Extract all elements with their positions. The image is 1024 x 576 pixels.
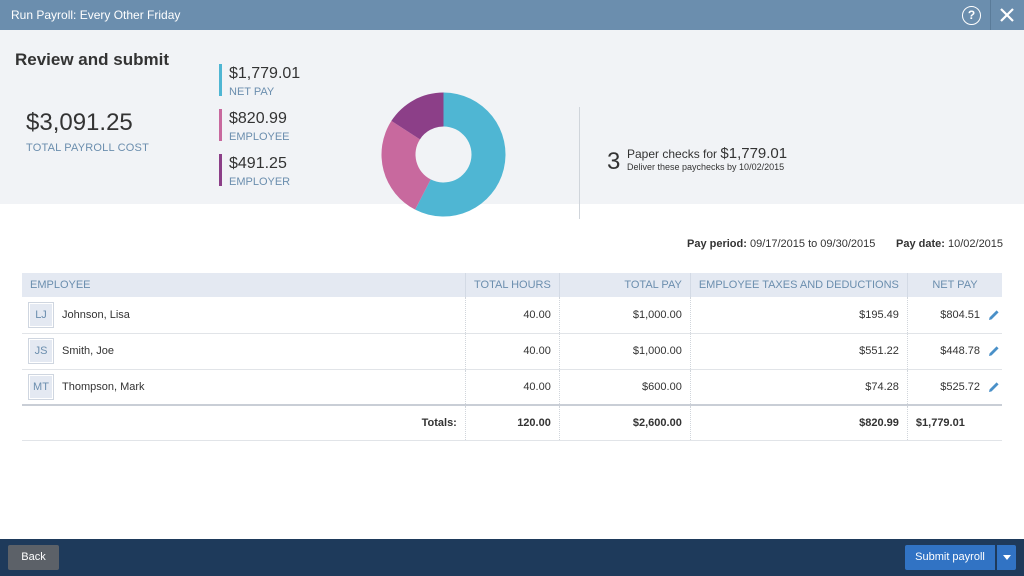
header-net-pay[interactable]: NET PAY <box>907 273 1002 297</box>
legend-employer: $491.25 EMPLOYER <box>219 154 339 188</box>
footer-bar: Back Submit payroll <box>0 539 1024 576</box>
legend-net-pay-swatch <box>219 64 222 96</box>
header-taxes-deductions[interactable]: EMPLOYEE TAXES AND DEDUCTIONS <box>690 273 908 297</box>
legend-employer-label: EMPLOYER <box>229 176 291 188</box>
submit-payroll-button[interactable]: Submit payroll <box>905 545 995 570</box>
window-title: Run Payroll: Every Other Friday <box>11 8 181 22</box>
page-title: Review and submit <box>15 50 169 69</box>
employee-name: Thompson, Mark <box>62 380 145 393</box>
paper-checks-text: Paper checks for <box>627 147 718 161</box>
payroll-donut-chart <box>381 92 506 217</box>
table-header-row: EMPLOYEE TOTAL HOURS TOTAL PAY EMPLOYEE … <box>22 273 1002 297</box>
totals-pay: $2,600.00 <box>559 404 691 441</box>
payroll-summary-panel: Review and submit $3,091.25 TOTAL PAYROL… <box>0 30 1024 219</box>
totals-hours: 120.00 <box>465 404 560 441</box>
header-total-pay[interactable]: TOTAL PAY <box>559 273 691 297</box>
pay-period: Pay period: 09/17/2015 to 09/30/2015 <box>687 238 875 250</box>
donut-slice-employee <box>381 120 431 210</box>
taxes-cell: $551.22 <box>690 333 908 370</box>
total-hours-cell: 40.00 <box>465 333 560 370</box>
close-icon[interactable] <box>996 4 1018 26</box>
employee-name: Johnson, Lisa <box>62 308 130 321</box>
employee-cell: JS Smith, Joe <box>22 333 466 370</box>
employee-cell: LJ Johnson, Lisa <box>22 297 466 334</box>
total-pay-cell: $1,000.00 <box>559 333 691 370</box>
net-pay-cell: $804.51 <box>907 297 1002 334</box>
total-payroll-cost: $3,091.25 <box>26 109 133 136</box>
header-employee[interactable]: EMPLOYEE <box>22 273 466 297</box>
payroll-table: EMPLOYEE TOTAL HOURS TOTAL PAY EMPLOYEE … <box>22 273 1002 441</box>
legend-net-pay-amount: $1,779.01 <box>229 65 301 82</box>
back-button[interactable]: Back <box>8 545 59 570</box>
net-pay-value: $525.72 <box>940 380 980 393</box>
paper-checks-summary: Paper checks for $1,779.01 <box>627 145 787 162</box>
legend-employer-swatch <box>219 154 222 186</box>
legend-net-pay: $1,779.01 NET PAY <box>219 64 339 98</box>
donut-slice-net-pay <box>415 92 506 217</box>
pencil-icon[interactable] <box>988 381 1000 393</box>
summary-divider <box>579 107 580 219</box>
totals-row: Totals: 120.00 $2,600.00 $820.99 $1,779.… <box>22 404 1002 441</box>
total-hours-cell: 40.00 <box>465 369 560 406</box>
net-pay-cell: $448.78 <box>907 333 1002 370</box>
paper-checks-amount: $1,779.01 <box>720 145 788 162</box>
net-pay-cell: $525.72 <box>907 369 1002 406</box>
title-bar: Run Payroll: Every Other Friday ? <box>0 0 1024 30</box>
total-payroll-cost-label: TOTAL PAYROLL COST <box>26 142 149 154</box>
total-pay-cell: $1,000.00 <box>559 297 691 334</box>
table-row: JS Smith, Joe 40.00 $1,000.00 $551.22 $4… <box>22 333 1002 370</box>
avatar: LJ <box>28 301 54 328</box>
employee-cell: MT Thompson, Mark <box>22 369 466 406</box>
header-total-hours[interactable]: TOTAL HOURS <box>465 273 560 297</box>
legend-net-pay-label: NET PAY <box>229 86 275 98</box>
paper-checks-count: 3 <box>607 148 621 175</box>
total-pay-cell: $600.00 <box>559 369 691 406</box>
totals-net-pay: $1,779.01 <box>907 404 1002 441</box>
legend-employee-amount: $820.99 <box>229 110 287 127</box>
totals-label: Totals: <box>22 404 466 441</box>
legend-employee-label: EMPLOYEE <box>229 131 290 143</box>
legend-employee: $820.99 EMPLOYEE <box>219 109 339 143</box>
table-row: LJ Johnson, Lisa 40.00 $1,000.00 $195.49… <box>22 297 1002 334</box>
employee-name: Smith, Joe <box>62 345 114 357</box>
table-row: MT Thompson, Mark 40.00 $600.00 $74.28 $… <box>22 369 1002 406</box>
avatar: JS <box>28 338 54 364</box>
pencil-icon[interactable] <box>988 345 1000 357</box>
legend-employee-swatch <box>219 109 222 141</box>
title-divider <box>990 0 991 30</box>
legend-employer-amount: $491.25 <box>229 155 287 172</box>
total-hours-cell: 40.00 <box>465 297 560 334</box>
pay-date: Pay date: 10/02/2015 <box>896 238 1003 250</box>
avatar-initials: LJ <box>30 303 52 326</box>
caret-down-icon[interactable] <box>996 545 1016 570</box>
donut-slice-employer <box>391 92 444 140</box>
deliver-by-note: Deliver these paychecks by 10/02/2015 <box>627 162 785 172</box>
net-pay-value: $804.51 <box>940 308 980 321</box>
totals-taxes: $820.99 <box>690 404 908 441</box>
pencil-icon[interactable] <box>988 309 1000 321</box>
net-pay-value: $448.78 <box>940 345 980 357</box>
pay-period-value: 09/17/2015 to 09/30/2015 <box>749 238 876 250</box>
avatar: MT <box>28 373 54 400</box>
pay-period-label: Pay period: <box>687 238 747 250</box>
avatar-initials: JS <box>30 340 52 362</box>
help-icon[interactable]: ? <box>962 6 981 25</box>
taxes-cell: $195.49 <box>690 297 908 334</box>
taxes-cell: $74.28 <box>690 369 908 406</box>
pay-date-label: Pay date: <box>896 238 945 250</box>
pay-date-value: 10/02/2015 <box>947 238 1004 250</box>
avatar-initials: MT <box>30 375 52 398</box>
